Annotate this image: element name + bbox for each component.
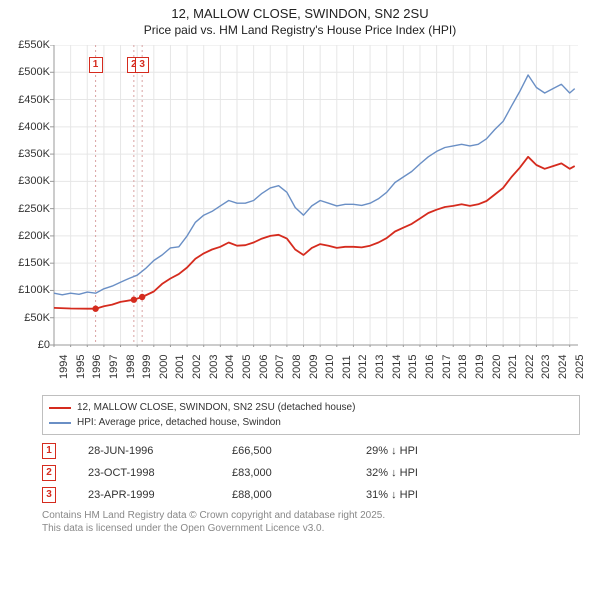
x-tick-label: 2006 — [258, 355, 270, 379]
x-tick-label: 1994 — [58, 355, 70, 379]
x-tick-label: 2002 — [191, 355, 203, 379]
legend-swatch — [49, 407, 71, 409]
y-tick-label: £250K — [10, 203, 50, 215]
sale-number-box: 2 — [42, 465, 56, 481]
footer-line-1: Contains HM Land Registry data © Crown c… — [42, 509, 580, 522]
sales-table: 1 28-JUN-1996 £66,500 29% ↓ HPI 2 23-OCT-1998… — [42, 443, 580, 503]
legend-label: HPI: Average price, detached house, Swin… — [77, 415, 281, 430]
x-tick-label: 2014 — [391, 355, 403, 379]
y-tick-label: £400K — [10, 121, 50, 133]
x-tick-label: 2009 — [308, 355, 320, 379]
sale-date: 23-APR-1999 — [88, 489, 208, 501]
sale-number-box: 3 — [42, 487, 56, 503]
x-tick-label: 2018 — [457, 355, 469, 379]
y-tick-label: £550K — [10, 39, 50, 51]
footer-line-2: This data is licensed under the Open Gov… — [42, 522, 580, 535]
x-tick-label: 2015 — [407, 355, 419, 379]
x-tick-label: 1998 — [125, 355, 137, 379]
y-tick-label: £200K — [10, 230, 50, 242]
sale-marker-1: 1 — [89, 57, 103, 73]
x-tick-label: 2022 — [524, 355, 536, 379]
x-tick-label: 1995 — [75, 355, 87, 379]
y-tick-label: £300K — [10, 175, 50, 187]
legend-label: 12, MALLOW CLOSE, SWINDON, SN2 2SU (deta… — [77, 400, 355, 415]
sale-delta: 32% ↓ HPI — [366, 467, 476, 479]
y-tick-label: £100K — [10, 284, 50, 296]
x-tick-label: 2021 — [507, 355, 519, 379]
x-tick-label: 2008 — [291, 355, 303, 379]
x-tick-label: 2020 — [491, 355, 503, 379]
x-tick-label: 2023 — [540, 355, 552, 379]
y-tick-label: £450K — [10, 94, 50, 106]
x-tick-label: 1997 — [108, 355, 120, 379]
chart-title: 12, MALLOW CLOSE, SWINDON, SN2 2SU Price… — [0, 6, 600, 37]
title-line-2: Price paid vs. HM Land Registry's House … — [0, 23, 600, 37]
x-tick-label: 2003 — [208, 355, 220, 379]
chart: £0 £50K £100K £150K £200K £250K £300K £350K £400… — [10, 45, 590, 389]
x-tick-label: 2007 — [274, 355, 286, 379]
x-tick-label: 2000 — [158, 355, 170, 379]
x-tick-label: 2019 — [474, 355, 486, 379]
footer: Contains HM Land Registry data © Crown c… — [42, 509, 580, 535]
x-tick-label: 2016 — [424, 355, 436, 379]
title-line-1: 12, MALLOW CLOSE, SWINDON, SN2 2SU — [0, 6, 600, 21]
legend-swatch — [49, 422, 71, 424]
sale-delta: 31% ↓ HPI — [366, 489, 476, 501]
sale-row: 1 28-JUN-1996 £66,500 29% ↓ HPI — [42, 443, 580, 459]
sale-delta: 29% ↓ HPI — [366, 445, 476, 457]
x-tick-label: 2017 — [441, 355, 453, 379]
x-tick-label: 2024 — [557, 355, 569, 379]
sale-number-box: 1 — [42, 443, 56, 459]
x-tick-label: 2001 — [174, 355, 186, 379]
sale-price: £83,000 — [232, 467, 342, 479]
y-tick-label: £50K — [10, 312, 50, 324]
sale-date: 28-JUN-1996 — [88, 445, 208, 457]
legend: 12, MALLOW CLOSE, SWINDON, SN2 2SU (deta… — [42, 395, 580, 435]
x-tick-label: 2004 — [224, 355, 236, 379]
y-tick-label: £0 — [10, 339, 50, 351]
sale-marker-3: 3 — [135, 57, 149, 73]
y-tick-label: £150K — [10, 257, 50, 269]
sale-price: £88,000 — [232, 489, 342, 501]
y-tick-label: £350K — [10, 148, 50, 160]
sale-row: 2 23-OCT-1998 £83,000 32% ↓ HPI — [42, 465, 580, 481]
x-tick-label: 2025 — [574, 355, 586, 379]
x-tick-label: 2010 — [324, 355, 336, 379]
sale-row: 3 23-APR-1999 £88,000 31% ↓ HPI — [42, 487, 580, 503]
y-tick-label: £500K — [10, 66, 50, 78]
x-tick-label: 2012 — [357, 355, 369, 379]
x-tick-label: 2011 — [341, 355, 353, 379]
legend-item: HPI: Average price, detached house, Swin… — [49, 415, 573, 430]
sale-price: £66,500 — [232, 445, 342, 457]
legend-item: 12, MALLOW CLOSE, SWINDON, SN2 2SU (deta… — [49, 400, 573, 415]
x-tick-label: 2013 — [374, 355, 386, 379]
x-tick-label: 2005 — [241, 355, 253, 379]
sale-date: 23-OCT-1998 — [88, 467, 208, 479]
x-tick-label: 1996 — [91, 355, 103, 379]
x-tick-label: 1999 — [141, 355, 153, 379]
